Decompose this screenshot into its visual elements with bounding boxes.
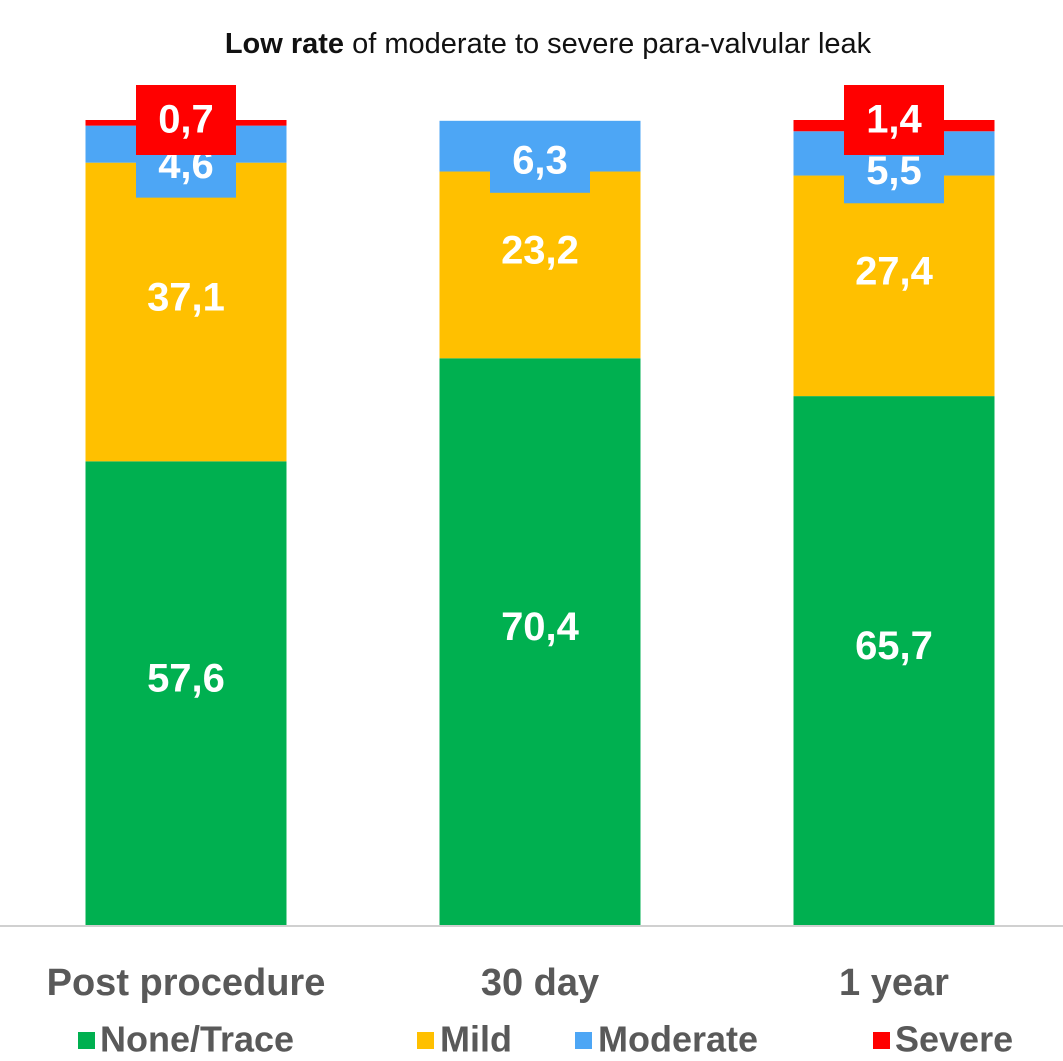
data-label: 1,4 <box>866 98 922 142</box>
bar-segment <box>439 358 641 925</box>
label-box <box>136 85 236 155</box>
title-emphasis: Low rate <box>225 28 344 60</box>
bar-segment <box>439 171 641 359</box>
legend-swatch <box>78 1032 95 1049</box>
data-label: 0,7 <box>158 98 214 142</box>
x-tick-label: Post procedure <box>47 962 326 1004</box>
data-label: 5,5 <box>866 149 922 193</box>
bar-segment <box>793 396 995 925</box>
legend-label: Mild <box>440 1019 512 1060</box>
legend-label: Moderate <box>598 1019 758 1060</box>
data-label: 37,1 <box>147 276 225 320</box>
title-rest: of moderate to severe para-valvular leak <box>352 28 872 60</box>
legend-swatch <box>575 1032 592 1049</box>
data-label: 6,3 <box>512 138 568 182</box>
label-box <box>490 120 590 193</box>
data-label: 70,4 <box>501 605 580 649</box>
legend-swatch <box>873 1032 890 1049</box>
data-label: 65,7 <box>855 624 933 668</box>
x-tick-label: 30 day <box>481 962 599 1004</box>
data-label: 57,6 <box>147 657 225 701</box>
data-label: 23,2 <box>501 228 579 272</box>
label-box <box>844 85 944 155</box>
legend-label: Severe <box>895 1019 1013 1060</box>
bar-segment <box>85 461 287 925</box>
x-tick-label: 1 year <box>839 962 949 1004</box>
legend-swatch <box>417 1032 434 1049</box>
data-label: 27,4 <box>855 249 934 293</box>
chart-title: Low rate of moderate to severe para-valv… <box>225 28 872 60</box>
bar-segment <box>793 175 995 397</box>
legend-label: None/Trace <box>100 1019 294 1060</box>
bar-segment <box>85 162 287 462</box>
